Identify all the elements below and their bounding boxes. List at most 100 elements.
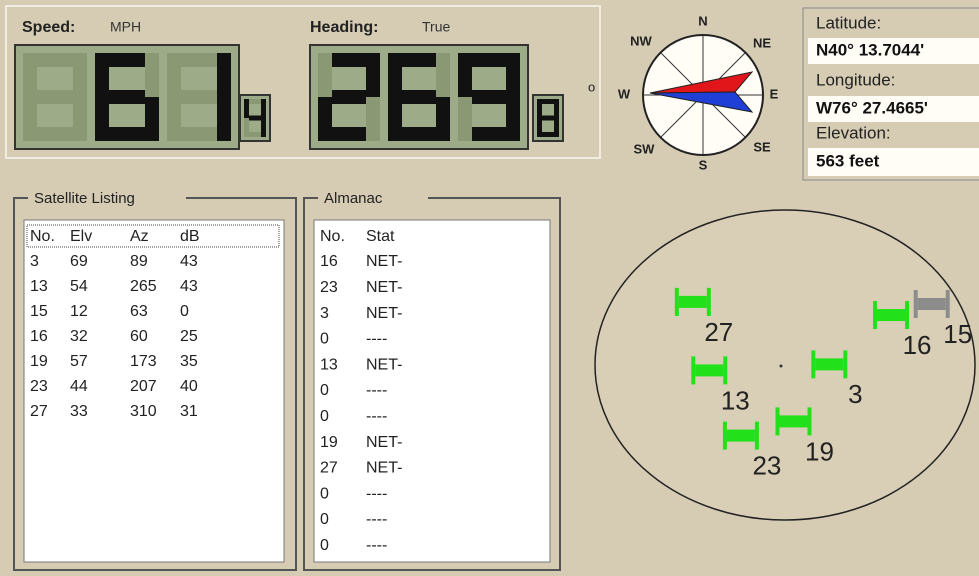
lcd-segment-on	[554, 118, 559, 137]
satellite-panel	[722, 421, 727, 450]
list-cell: 207	[130, 378, 157, 395]
heading-label: Heading:	[310, 19, 378, 36]
list-header: No.	[30, 228, 55, 245]
list-cell: 0	[320, 511, 329, 528]
latitude-label: Latitude:	[816, 13, 881, 32]
compass-label: S	[699, 157, 708, 172]
lcd-segment-off	[167, 53, 181, 97]
lcd-segment-on	[458, 53, 520, 67]
list-cell: 32	[70, 328, 88, 345]
lcd-segment-on	[95, 90, 159, 104]
satellite-panel	[843, 350, 848, 379]
lcd-segment-off	[318, 53, 332, 97]
list-header: No.	[320, 228, 345, 245]
list-cell: ----	[366, 331, 387, 348]
lcd-segment-off	[244, 118, 249, 137]
lcd-segment-off	[167, 53, 231, 67]
satellite-label: 23	[752, 450, 781, 480]
heading-unit: True	[422, 19, 450, 35]
list-cell: NET-	[366, 460, 402, 477]
lcd-segment-off	[458, 97, 472, 141]
lcd-segment-on	[95, 53, 109, 97]
satellite-listing: Satellite Listing	[13, 188, 297, 571]
list-cell: 27	[320, 460, 338, 477]
lcd-segment-on	[458, 53, 472, 97]
lcd-segment-on	[388, 90, 450, 104]
compass-label: NE	[753, 35, 771, 50]
satellite-panel	[873, 301, 878, 330]
satellite-panel	[674, 287, 679, 316]
lcd-segment-on	[261, 118, 266, 137]
list-cell: 89	[130, 253, 148, 270]
sky-horizon	[594, 209, 976, 521]
value-cell	[808, 96, 979, 122]
lcd-segment-on	[388, 97, 402, 141]
list-cell: 0	[320, 408, 329, 425]
sky-plot	[594, 209, 976, 521]
list-cell: 31	[180, 403, 198, 420]
lcd-segment-off	[23, 127, 87, 141]
list-cell: ----	[366, 537, 387, 554]
list-cell: NET-	[366, 253, 402, 270]
list-cell: 23	[30, 378, 48, 395]
satellite-panel	[706, 287, 711, 316]
speed-unit: MPH	[110, 19, 141, 35]
satellite-panel	[723, 356, 728, 385]
lcd-display	[309, 44, 529, 150]
satellite-label: 16	[903, 330, 932, 360]
compass	[642, 34, 764, 156]
list-cell: 0	[320, 331, 329, 348]
list-cell: 13	[320, 356, 338, 373]
lcd-segment-on	[244, 115, 266, 121]
satellite-panel	[811, 350, 816, 379]
list-cell: 265	[130, 278, 157, 295]
satellite-icon	[674, 287, 711, 316]
lcd-segment-on	[554, 99, 559, 118]
value-cell	[808, 148, 979, 176]
satellite-body	[917, 298, 946, 311]
satellite-label: 15	[943, 319, 972, 349]
satellite-panel	[807, 407, 812, 436]
lcd-segment-off	[23, 97, 37, 141]
list-cell: 13	[30, 278, 48, 295]
lcd-segment-on	[318, 97, 332, 141]
list-cell: 16	[30, 328, 48, 345]
list-cell: 15	[30, 303, 48, 320]
lcd-segment-on	[318, 53, 380, 67]
value-cell	[808, 38, 979, 64]
lcd-display	[239, 94, 271, 142]
lcd-segment-on	[458, 90, 520, 104]
compass-label: NW	[630, 33, 652, 48]
satellite-body	[726, 429, 755, 442]
group-title: Almanac	[324, 190, 383, 207]
lcd-segment-on	[145, 97, 159, 141]
satellite-panel	[691, 356, 696, 385]
lcd-segment-on	[95, 97, 109, 141]
lcd-segment-off	[167, 97, 181, 141]
lcd-segment-on	[436, 97, 450, 141]
elevation: 563 feet	[816, 151, 880, 170]
lcd-segment-on	[506, 53, 520, 97]
list-cell: 23	[320, 279, 338, 296]
almanac: Almanac	[303, 188, 561, 571]
list-cell: NET-	[366, 279, 402, 296]
lcd-segment-on	[537, 132, 559, 137]
satellite-panel	[905, 301, 910, 330]
satellite-panel	[775, 407, 780, 436]
list-cell: 60	[130, 328, 148, 345]
list-cell: 0	[320, 537, 329, 554]
list-box[interactable]	[313, 219, 551, 563]
list-cell: 0	[180, 303, 189, 320]
list-box[interactable]	[23, 219, 285, 563]
satellite-panel	[945, 290, 950, 319]
lcd-segment-on	[388, 127, 450, 141]
satellite-label: 3	[848, 379, 862, 409]
lcd-segment-on	[244, 99, 249, 118]
lcd-segment-on	[318, 90, 380, 104]
list-cell: 57	[70, 353, 88, 370]
list-header: Az	[130, 228, 149, 245]
list-cell: ----	[366, 382, 387, 399]
satellite-panel	[913, 290, 918, 319]
needle-blue	[649, 91, 754, 113]
